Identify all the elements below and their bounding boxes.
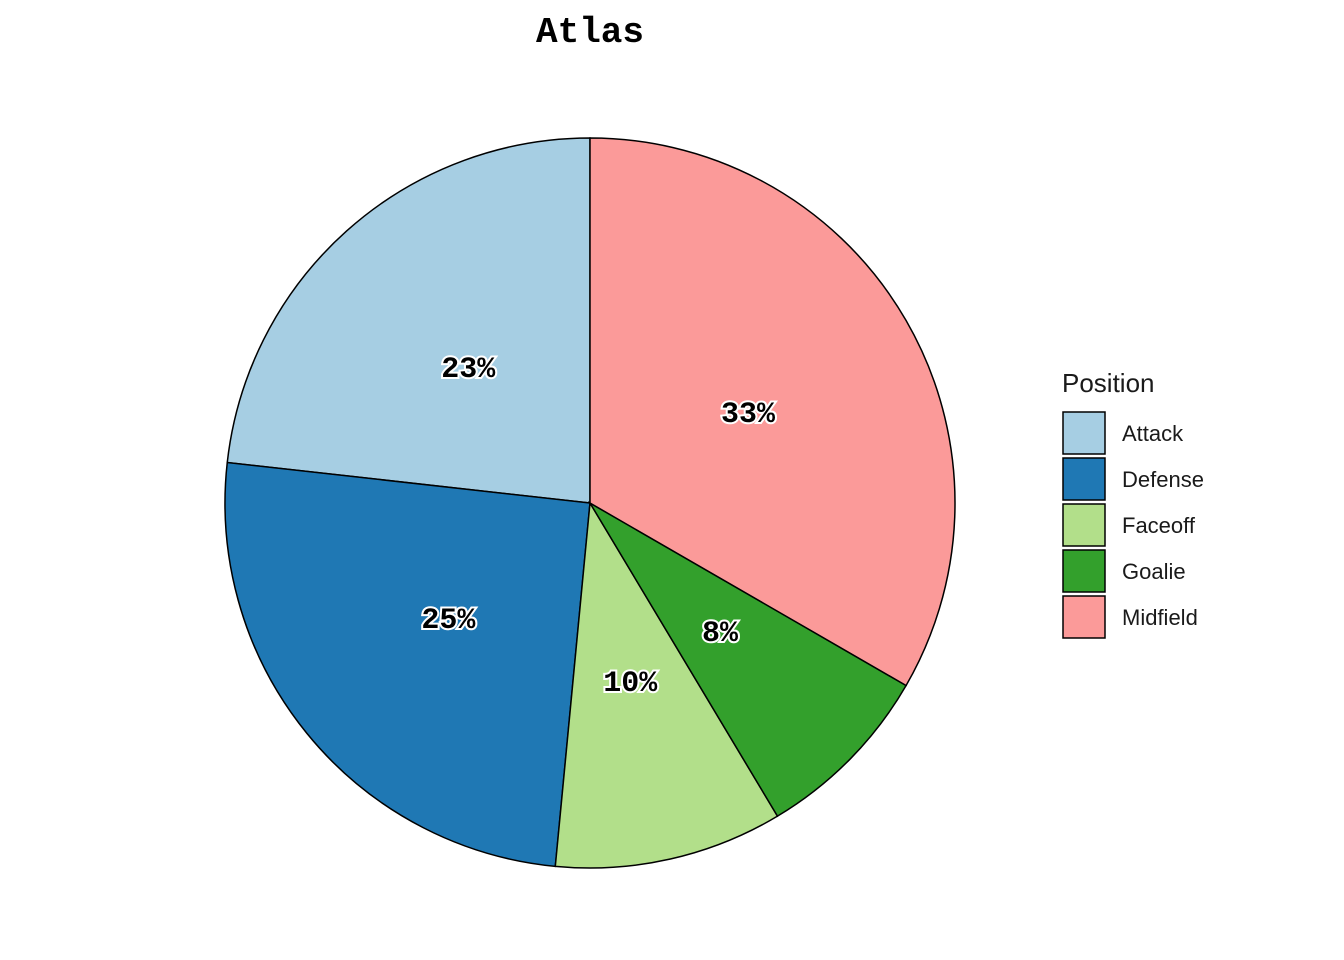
legend-key bbox=[1062, 503, 1106, 547]
pie-slice bbox=[226, 137, 591, 504]
legend-key bbox=[1062, 411, 1106, 455]
legend-label: Defense bbox=[1122, 467, 1204, 492]
legend-label: Goalie bbox=[1122, 559, 1186, 584]
legend-key bbox=[1062, 549, 1106, 593]
value-label: 8% bbox=[702, 617, 739, 651]
value-label: 23% bbox=[441, 353, 496, 387]
value-label: 25% bbox=[421, 604, 476, 638]
pie-slice bbox=[224, 461, 591, 868]
legend-label: Attack bbox=[1122, 421, 1184, 446]
legend-key bbox=[1062, 595, 1106, 639]
chart-title: Atlas bbox=[536, 12, 644, 53]
value-label: 10% bbox=[603, 667, 658, 701]
pie-slice bbox=[587, 500, 908, 818]
legend-title: Position bbox=[1062, 368, 1155, 398]
legend-label: Faceoff bbox=[1122, 513, 1196, 538]
legend-label: Midfield bbox=[1122, 605, 1198, 630]
pie-slice bbox=[554, 500, 779, 869]
legend-key bbox=[1062, 457, 1106, 501]
value-label: 33% bbox=[721, 398, 776, 432]
pie-slice bbox=[589, 137, 956, 687]
